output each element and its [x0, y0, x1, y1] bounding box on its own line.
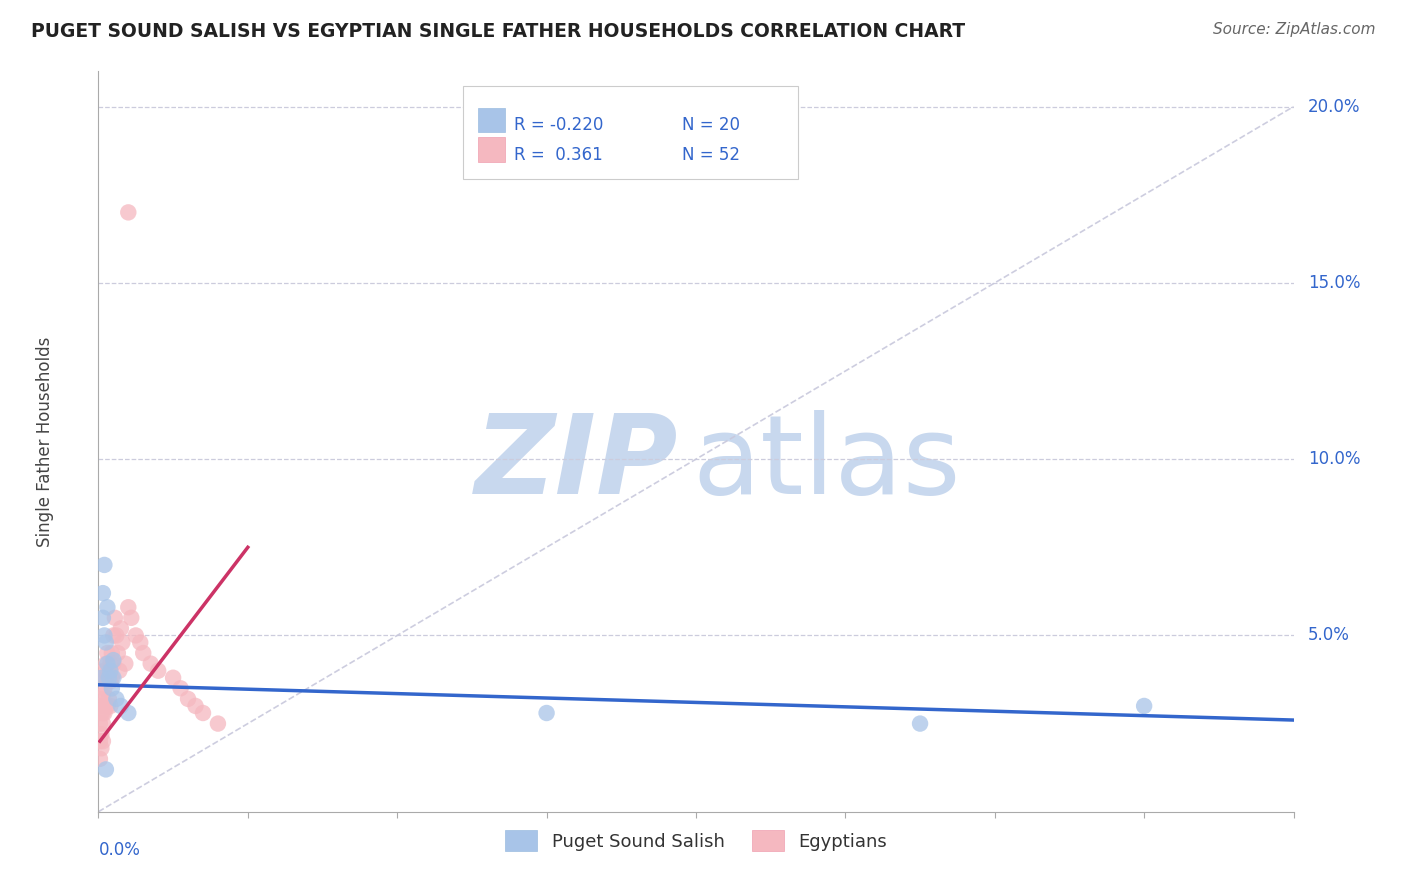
Point — [103, 628, 125, 642]
Point — [139, 657, 162, 671]
Point — [114, 657, 136, 671]
Point — [110, 698, 132, 713]
Point — [117, 600, 139, 615]
Point — [103, 657, 125, 671]
Point — [89, 752, 111, 766]
Text: 5.0%: 5.0% — [1308, 626, 1350, 644]
Text: 20.0%: 20.0% — [1308, 97, 1361, 116]
Point — [97, 664, 120, 678]
Point — [111, 635, 134, 649]
Point — [89, 716, 111, 731]
Text: ZIP: ZIP — [475, 410, 678, 517]
Point — [91, 689, 114, 703]
Point — [94, 635, 117, 649]
Point — [98, 674, 122, 689]
Text: 10.0%: 10.0% — [1308, 450, 1361, 468]
Point — [105, 692, 128, 706]
Point — [96, 657, 118, 671]
Point — [117, 706, 139, 720]
Point — [90, 692, 112, 706]
Point — [89, 698, 111, 713]
Point — [101, 671, 124, 685]
Text: N = 52: N = 52 — [682, 146, 740, 164]
Point — [120, 611, 142, 625]
FancyBboxPatch shape — [463, 87, 797, 178]
Point — [93, 681, 115, 696]
Point — [94, 671, 117, 685]
Point — [207, 716, 229, 731]
Point — [103, 671, 125, 685]
Point — [90, 727, 112, 741]
Point — [105, 628, 128, 642]
Text: Single Father Households: Single Father Households — [35, 336, 53, 547]
Point — [177, 692, 200, 706]
Point — [93, 628, 115, 642]
Text: N = 20: N = 20 — [682, 117, 740, 135]
Point — [90, 706, 112, 720]
Point — [93, 706, 115, 720]
Point — [91, 671, 114, 685]
Point — [125, 628, 148, 642]
Text: R = -0.220: R = -0.220 — [515, 117, 603, 135]
Point — [104, 611, 127, 625]
Point — [108, 664, 131, 678]
Point — [91, 734, 114, 748]
Text: 15.0%: 15.0% — [1308, 274, 1361, 292]
Point — [96, 600, 118, 615]
Point — [97, 671, 120, 685]
Point — [536, 706, 558, 720]
Point — [110, 621, 132, 635]
Point — [1133, 698, 1156, 713]
Point — [97, 692, 120, 706]
Point — [191, 706, 214, 720]
Legend: Puget Sound Salish, Egyptians: Puget Sound Salish, Egyptians — [498, 823, 894, 858]
Point — [169, 681, 191, 696]
Point — [107, 646, 129, 660]
FancyBboxPatch shape — [478, 137, 505, 161]
FancyBboxPatch shape — [478, 108, 505, 132]
Point — [91, 716, 114, 731]
Point — [101, 681, 124, 696]
Point — [91, 706, 114, 720]
Point — [148, 664, 170, 678]
Point — [90, 671, 112, 685]
Point — [162, 671, 184, 685]
Point — [94, 698, 117, 713]
Point — [908, 716, 931, 731]
Point — [117, 205, 139, 219]
Point — [96, 671, 118, 685]
Point — [98, 664, 122, 678]
Point — [98, 698, 122, 713]
Point — [93, 558, 115, 572]
Point — [94, 763, 117, 777]
Point — [93, 664, 115, 678]
Point — [90, 741, 112, 756]
Text: R =  0.361: R = 0.361 — [515, 146, 603, 164]
Point — [129, 635, 152, 649]
Point — [132, 646, 155, 660]
Point — [184, 698, 207, 713]
Point — [98, 657, 122, 671]
Point — [101, 646, 124, 660]
Point — [96, 698, 118, 713]
Text: Source: ZipAtlas.com: Source: ZipAtlas.com — [1212, 22, 1375, 37]
Point — [91, 611, 114, 625]
Point — [96, 646, 118, 660]
Point — [94, 657, 117, 671]
Point — [91, 586, 114, 600]
Text: PUGET SOUND SALISH VS EGYPTIAN SINGLE FATHER HOUSEHOLDS CORRELATION CHART: PUGET SOUND SALISH VS EGYPTIAN SINGLE FA… — [31, 22, 965, 41]
Point — [89, 734, 111, 748]
Point — [103, 653, 125, 667]
Text: 0.0%: 0.0% — [98, 841, 141, 859]
Text: atlas: atlas — [692, 410, 960, 517]
